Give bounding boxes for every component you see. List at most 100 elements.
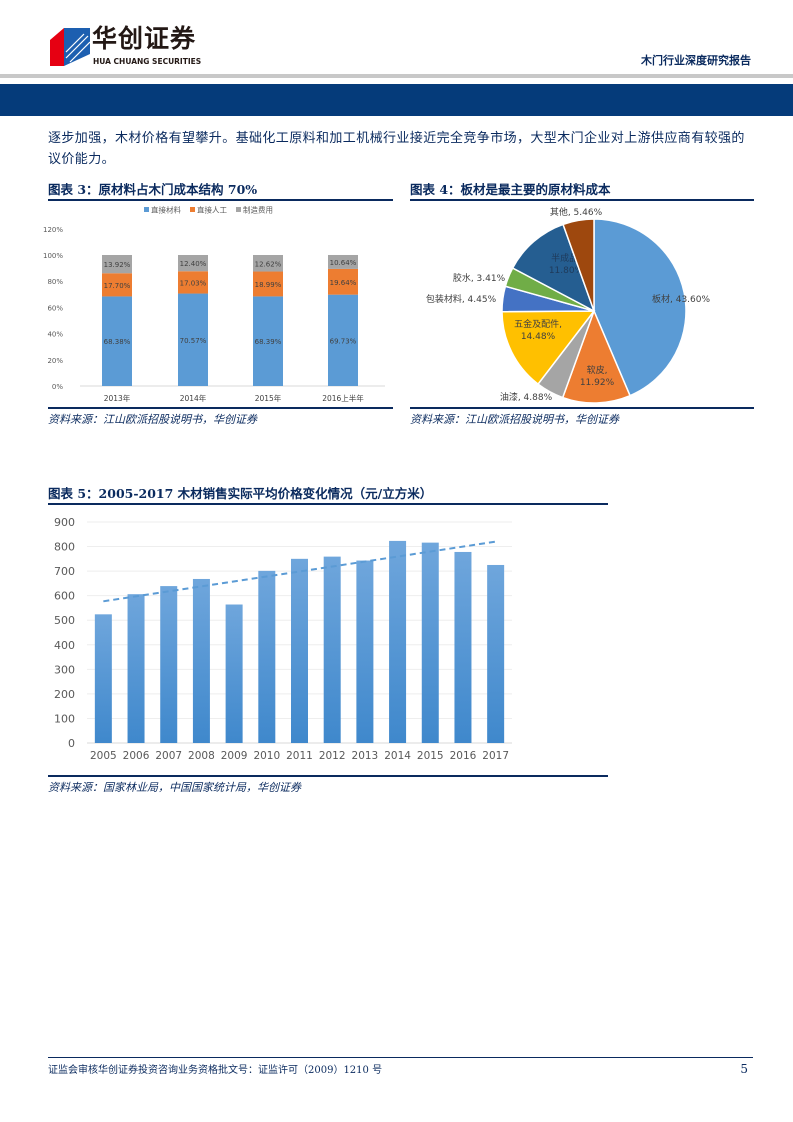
y-tick-label: 0 [68, 737, 75, 750]
x-tick-label: 2013 [352, 750, 379, 762]
legend-label: 制造费用 [243, 205, 273, 215]
y-tick-label: 500 [54, 614, 75, 627]
x-tick-label: 2015 [417, 750, 444, 762]
y-tick-label: 80% [47, 278, 63, 286]
y-tick-label: 120% [43, 226, 63, 234]
figure3-title: 图表 3：原材料占木门成本结构 70% [48, 182, 258, 197]
x-tick-label: 2007 [155, 750, 182, 762]
x-tick-label: 2014 [384, 750, 411, 762]
legend-swatch [144, 207, 149, 212]
bar-segment [253, 296, 283, 386]
figure5-top-rule [48, 503, 608, 505]
figure4-source: 资料来源：江山欧派招股说明书，华创证券 [410, 413, 619, 426]
data-label: 10.64% [330, 259, 357, 267]
pie-slice [562, 218, 595, 312]
slice-label: 包装材料, 4.45% [426, 293, 497, 305]
figure5-title: 图表 5：2005-2017 木材销售实际平均价格变化情况（元/立方米） [48, 486, 433, 501]
x-tick-label: 2017 [482, 750, 509, 762]
slice-label: 板材, 43.60% [652, 293, 710, 305]
legend-label: 直接材料 [151, 205, 181, 215]
bar [192, 578, 210, 743]
logo-subtitle: HUA CHUANG SECURITIES [93, 57, 202, 66]
figure5-bottom-rule [48, 775, 608, 777]
bar-segment [102, 255, 132, 274]
y-tick-label: 100% [43, 252, 63, 260]
footer-license: 证监会审核华创证券投资咨询业务资格批文号：证监许可（2009）1210 号 [48, 1065, 383, 1076]
bar [487, 564, 505, 743]
x-tick-label: 2013年 [104, 393, 131, 403]
bar [225, 604, 243, 743]
legend-swatch [190, 207, 195, 212]
figure4-pie-chart: 板材, 43.60% 软皮, 11.92% 油漆, 4.88% 五金及配件, 14.48%… [426, 206, 710, 404]
y-tick-label: 300 [54, 663, 75, 676]
slice-value: 11.92% [580, 378, 615, 388]
bar [323, 556, 341, 743]
footer-rule [48, 1057, 753, 1058]
legend-swatch [236, 207, 241, 212]
bar-segment [178, 255, 208, 272]
y-tick-label: 40% [47, 331, 63, 339]
x-tick-label: 2010 [253, 750, 280, 762]
figure3-top-rule [48, 199, 393, 201]
y-tick-label: 800 [54, 541, 75, 554]
y-tick-label: 600 [54, 590, 75, 603]
trend-line [103, 540, 496, 603]
bar [389, 540, 407, 743]
x-tick-label: 2016上半年 [322, 393, 364, 403]
y-tick-label: 60% [47, 304, 63, 312]
pie-slice [501, 310, 596, 386]
pie-slice [511, 223, 596, 313]
figure4-top-rule [410, 199, 754, 201]
bar [421, 542, 439, 743]
bar-segment [253, 255, 283, 272]
bar-segment [253, 271, 283, 297]
figure3-stacked-bar-chart: 0% 20% 40% 60% 80% 100% 120% 直接材料 直接人工 制造费用 68.38%… [43, 205, 385, 403]
bar-segment [178, 293, 208, 386]
y-tick-label: 900 [54, 516, 75, 529]
bar-segment [102, 273, 132, 297]
figure4-title: 图表 4：板材是最主要的原材料成本 [410, 182, 611, 197]
figure3-source: 资料来源：江山欧派招股说明书，华创证券 [48, 413, 257, 426]
x-tick-label: 2015年 [255, 393, 282, 403]
page-number: 5 [740, 1062, 748, 1076]
data-label: 12.40% [180, 260, 207, 268]
y-tick-label: 400 [54, 639, 75, 652]
y-tick-label: 200 [54, 688, 75, 701]
data-label: 68.38% [104, 338, 131, 346]
figure3-bottom-rule [48, 407, 393, 409]
logo-mark-icon [50, 28, 90, 66]
slice-value: 11.80% [549, 266, 584, 276]
header-divider [0, 74, 793, 78]
y-tick-label: 700 [54, 565, 75, 578]
data-label: 69.73% [330, 337, 357, 345]
x-tick-label: 2006 [123, 750, 150, 762]
data-label: 68.39% [255, 338, 282, 346]
slice-label: 油漆, 4.88% [500, 391, 553, 403]
y-tick-label: 20% [47, 357, 63, 365]
figure4-bottom-rule [410, 407, 754, 409]
bar-segment [102, 296, 132, 386]
x-tick-label: 2005 [90, 750, 117, 762]
pie-slice [561, 308, 631, 404]
data-label: 17.70% [104, 282, 131, 290]
figure5-bar-chart: 0 100 200 300 400 500 600 700 800 900 2005 2006 2007… [54, 516, 512, 762]
bar-segment [178, 271, 208, 294]
bar [454, 551, 472, 743]
data-label: 17.03% [180, 279, 207, 287]
x-tick-label: 2011 [286, 750, 313, 762]
slice-value: 14.48% [521, 332, 556, 342]
header-band [0, 84, 793, 116]
bar-segment [328, 294, 358, 386]
slice-label: 其他, 5.46% [550, 206, 603, 218]
slice-label: 软皮, [587, 364, 608, 376]
bar [160, 586, 178, 743]
x-tick-label: 2009 [221, 750, 248, 762]
x-tick-label: 2016 [450, 750, 477, 762]
bar [94, 614, 112, 743]
x-tick-label: 2008 [188, 750, 215, 762]
bar [291, 558, 308, 743]
y-tick-label: 0% [52, 383, 63, 391]
bar [127, 594, 145, 743]
body-paragraph: 逐步加强，木材价格有望攀升。基础化工原料和加工机械行业接近完全竞争市场，大型木门… [48, 131, 745, 167]
bar [258, 570, 276, 743]
